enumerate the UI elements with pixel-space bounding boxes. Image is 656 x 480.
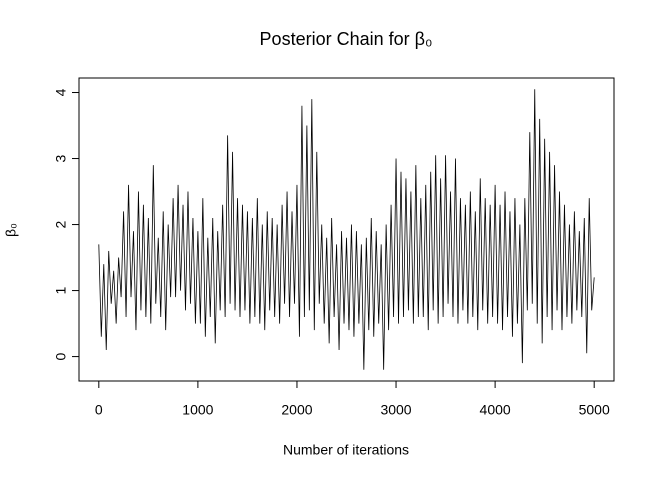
chart-title: Posterior Chain for β₀ <box>260 29 433 49</box>
x-axis-label: Number of iterations <box>283 442 409 458</box>
y-axis-label: β₀ <box>3 223 19 237</box>
y-tick-label: 0 <box>53 352 69 360</box>
x-tick-label: 1000 <box>182 402 213 418</box>
y-tick-label: 2 <box>53 220 69 228</box>
x-tick-label: 4000 <box>480 402 511 418</box>
y-tick-label: 1 <box>53 286 69 294</box>
x-tick-label: 2000 <box>281 402 312 418</box>
x-tick-label: 5000 <box>579 402 610 418</box>
plot-box <box>78 77 615 382</box>
x-tick-label: 3000 <box>380 402 411 418</box>
trace-line <box>98 89 595 370</box>
y-tick-label: 4 <box>53 88 69 96</box>
x-tick-label: 0 <box>95 402 103 418</box>
y-tick-label: 3 <box>53 154 69 162</box>
